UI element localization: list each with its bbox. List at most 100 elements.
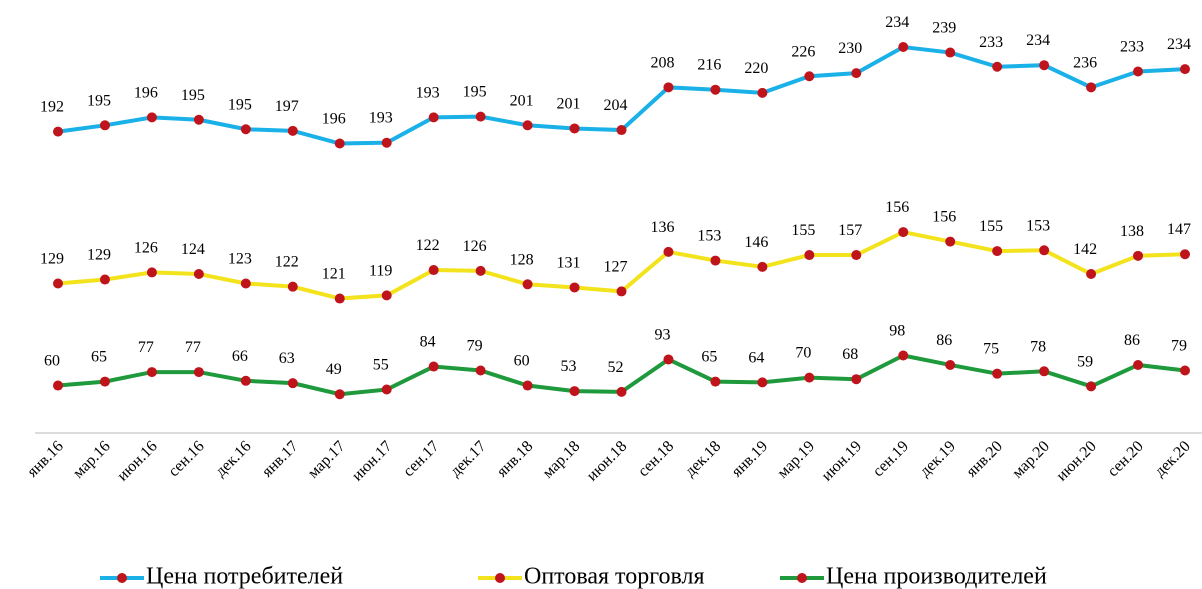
data-label: 65 [91, 349, 107, 366]
x-tick-label: дек.16 [212, 438, 254, 480]
marker [1039, 366, 1050, 377]
marker [428, 361, 439, 372]
marker [1180, 64, 1190, 75]
marker [240, 375, 251, 386]
data-label: 156 [932, 209, 956, 226]
data-label: 153 [1026, 217, 1050, 234]
x-tick-label: июн.16 [114, 438, 161, 485]
marker [287, 125, 298, 136]
marker [146, 112, 157, 123]
x-tick-label: сен.20 [1104, 438, 1146, 480]
data-label: 239 [932, 20, 956, 37]
marker [851, 68, 862, 79]
marker [475, 265, 486, 276]
data-label: 77 [185, 339, 201, 356]
data-label: 147 [1167, 221, 1191, 238]
x-tick-label: дек.18 [682, 438, 724, 480]
x-tick-label: сен.16 [165, 438, 207, 480]
marker [945, 359, 956, 370]
data-label: 136 [650, 219, 674, 236]
data-label: 201 [510, 92, 534, 109]
data-label: 66 [232, 348, 248, 365]
x-tick-label: июн.19 [818, 438, 865, 485]
data-label: 195 [87, 92, 111, 109]
marker [428, 112, 439, 123]
x-tick-label: мар.17 [305, 438, 349, 482]
legend-label: Цена производителей [826, 564, 1047, 589]
data-label: 128 [510, 251, 534, 268]
marker [1086, 82, 1097, 93]
data-label: 119 [369, 262, 392, 279]
data-label: 93 [654, 326, 670, 343]
data-label: 129 [87, 247, 111, 264]
marker [193, 114, 204, 125]
data-label: 156 [885, 199, 909, 216]
data-label: 126 [134, 239, 158, 256]
data-label: 220 [744, 60, 768, 77]
marker [710, 255, 721, 266]
data-label: 86 [1124, 332, 1140, 349]
marker [193, 269, 204, 280]
marker [616, 125, 627, 136]
marker [1039, 245, 1050, 256]
data-label: 63 [279, 350, 295, 367]
legend-marker [495, 573, 505, 583]
data-label: 208 [650, 54, 674, 71]
marker [475, 365, 486, 376]
data-label: 124 [181, 241, 205, 258]
x-tick-label: янв.16 [24, 438, 67, 481]
data-label: 60 [514, 353, 530, 370]
data-label: 226 [791, 43, 815, 60]
marker [898, 350, 909, 361]
marker [146, 267, 157, 278]
x-tick-label: сен.18 [635, 438, 677, 480]
marker [240, 124, 251, 135]
marker [334, 389, 345, 400]
marker [1133, 250, 1144, 261]
data-label: 236 [1073, 54, 1097, 71]
data-label: 127 [604, 258, 628, 275]
x-tick-label: июн.20 [1053, 438, 1100, 485]
data-label: 230 [838, 40, 862, 57]
data-label: 122 [275, 254, 299, 271]
marker [663, 82, 674, 93]
marker [898, 42, 909, 52]
marker [663, 246, 674, 257]
data-label: 121 [322, 266, 346, 283]
data-label: 70 [795, 345, 811, 362]
marker [1086, 381, 1097, 392]
marker [522, 380, 533, 391]
x-tick-label: мар.16 [70, 438, 114, 482]
x-tick-label: июн.18 [584, 438, 631, 485]
x-tick-label: дек.17 [447, 438, 489, 480]
data-label: 78 [1030, 338, 1046, 355]
marker [381, 137, 392, 148]
marker [1133, 66, 1144, 77]
data-label: 146 [744, 234, 768, 251]
marker [710, 84, 721, 95]
marker [1180, 249, 1190, 260]
data-label: 77 [138, 339, 154, 356]
data-label: 55 [373, 356, 389, 373]
marker [569, 282, 580, 293]
marker [851, 374, 862, 385]
marker [804, 372, 815, 383]
data-label: 193 [369, 110, 393, 127]
legend-label: Цена потребителей [146, 564, 343, 589]
data-label: 142 [1073, 241, 1097, 258]
x-tick-label: дек.19 [917, 438, 959, 480]
data-label: 233 [1120, 39, 1144, 56]
marker [53, 278, 63, 289]
data-label: 131 [557, 254, 581, 271]
marker [757, 87, 768, 98]
x-tick-label: мар.20 [1009, 438, 1053, 482]
data-label: 234 [1026, 32, 1050, 49]
data-label: 233 [979, 34, 1003, 51]
data-label: 193 [416, 84, 440, 101]
data-label: 157 [838, 222, 862, 239]
x-tick-label: мар.19 [774, 438, 818, 482]
marker [334, 138, 345, 149]
data-label: 155 [791, 222, 815, 239]
data-label: 52 [608, 359, 624, 376]
